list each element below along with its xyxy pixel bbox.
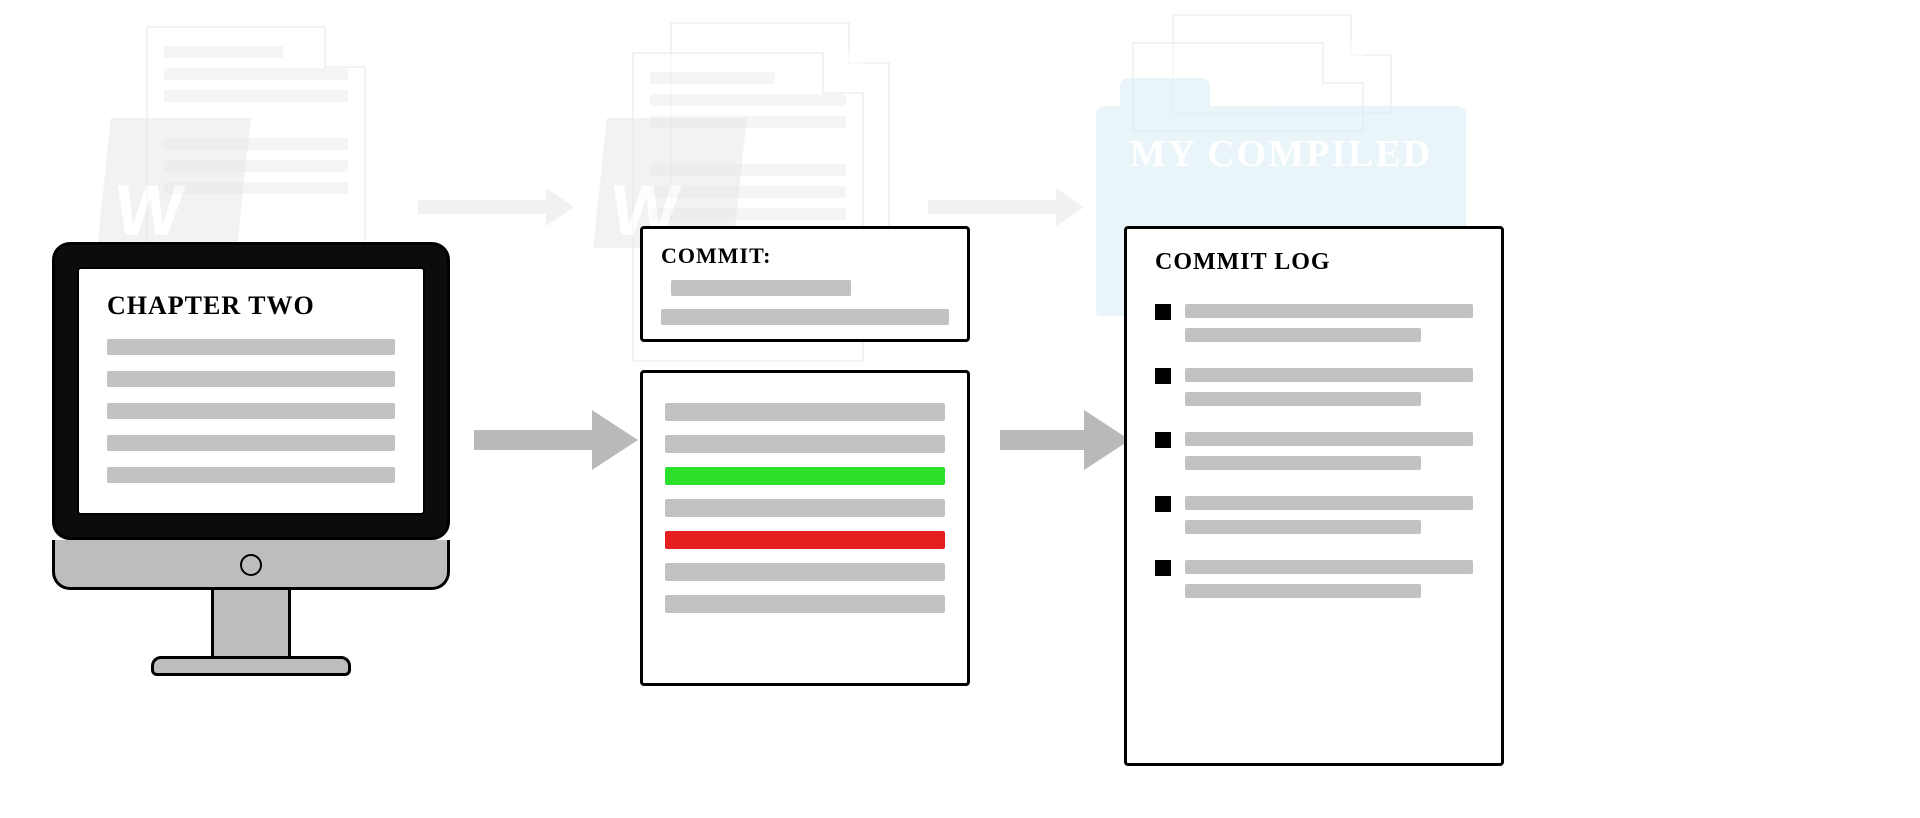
text-placeholder-line [107,467,395,483]
flow-arrow-icon [474,430,594,450]
commit-log-entry [1155,368,1473,406]
text-placeholder-line [671,280,851,296]
text-placeholder-line [1185,456,1421,470]
text-placeholder-line [1185,584,1421,598]
diff-line-context [665,435,945,453]
computer-monitor: CHAPTER TWO [52,242,450,676]
commit-log-title: COMMIT LOG [1155,249,1331,276]
monitor-neck [211,590,291,656]
text-placeholder-line [107,371,395,387]
document-title: CHAPTER TWO [107,291,395,321]
diff-line-added [665,467,945,485]
text-placeholder-line [1185,304,1473,318]
text-placeholder-line [107,435,395,451]
text-placeholder-line [661,309,949,325]
diagram-stage: MY COMPILED CHAPTER TWO COMMIT: [0,0,1920,818]
text-placeholder-line [1185,368,1473,382]
bullet-icon [1155,304,1171,320]
monitor-foot [151,656,351,676]
ghost-word-icon [97,118,251,248]
commit-log-entry [1155,304,1473,342]
text-placeholder-line [1185,520,1421,534]
text-placeholder-line [1185,560,1473,574]
ghost-folder-label: MY COMPILED [1096,132,1466,176]
diff-line-context [665,499,945,517]
diff-line-context [665,403,945,421]
commit-log-entry [1155,560,1473,598]
bullet-icon [1155,432,1171,448]
commit-label: COMMIT: [661,243,771,269]
bullet-icon [1155,368,1171,384]
commit-log-box: COMMIT LOG [1124,226,1504,766]
diff-line-removed [665,531,945,549]
diff-line-context [665,563,945,581]
bullet-icon [1155,496,1171,512]
text-placeholder-line [107,339,395,355]
text-placeholder-line [1185,496,1473,510]
bullet-icon [1155,560,1171,576]
ghost-arrow-icon [928,200,1058,214]
diff-line-context [665,595,945,613]
ghost-arrow-icon [418,200,548,214]
diff-box [640,370,970,686]
monitor-screen: CHAPTER TWO [77,267,425,515]
text-placeholder-line [1185,432,1473,446]
monitor-chin [52,540,450,590]
text-placeholder-line [107,403,395,419]
commit-message-box: COMMIT: [640,226,970,342]
monitor-power-button-icon [240,554,262,576]
text-placeholder-line [1185,328,1421,342]
commit-log-entry [1155,496,1473,534]
commit-log-entry [1155,432,1473,470]
text-placeholder-line [1185,392,1421,406]
flow-arrow-icon [1000,430,1086,450]
